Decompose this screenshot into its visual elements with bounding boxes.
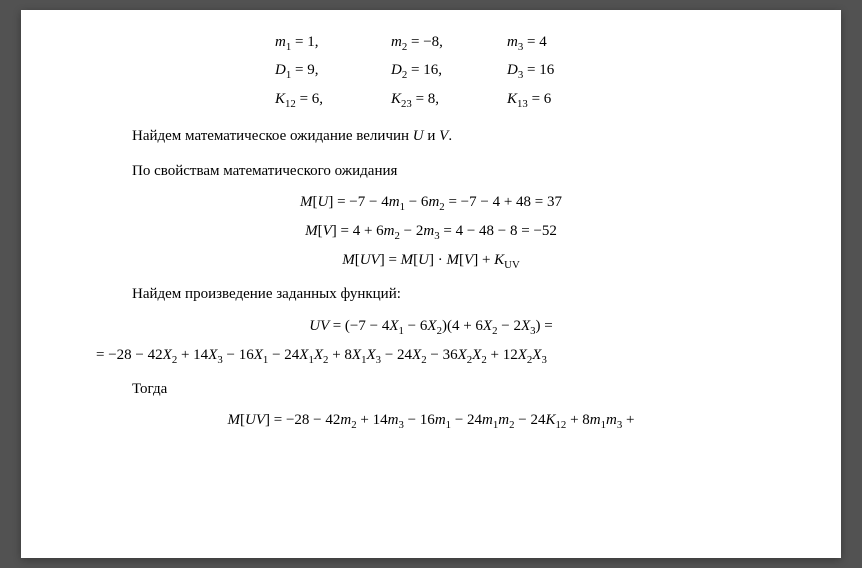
equation-muv: M[UV] = M[U] · M[V] + KUV bbox=[96, 252, 766, 271]
given-m2: m2 = −8, bbox=[391, 30, 471, 56]
givens-block: m1 = 1, m2 = −8, m3 = 4 D1 = 9, D2 = 16,… bbox=[96, 30, 766, 113]
givens-row-d: D1 = 9, D2 = 16, D3 = 16 bbox=[96, 58, 766, 84]
equation-mv: M[V] = 4 + 6m2 − 2m3 = 4 − 48 − 8 = −52 bbox=[96, 223, 766, 242]
equation-uv-line1: UV = (−7 − 4X1 − 6X2)(4 + 6X2 − 2X3) = bbox=[96, 318, 766, 337]
given-m3: m3 = 4 bbox=[507, 30, 587, 56]
given-d2: D2 = 16, bbox=[391, 58, 471, 84]
document-page: m1 = 1, m2 = −8, m3 = 4 D1 = 9, D2 = 16,… bbox=[21, 10, 841, 558]
given-d1: D1 = 9, bbox=[275, 58, 355, 84]
paragraph-2: По свойствам математического ожидания bbox=[96, 160, 766, 183]
given-k23: K23 = 8, bbox=[391, 87, 471, 113]
paragraph-4: Тогда bbox=[96, 378, 766, 401]
given-k12: K12 = 6, bbox=[275, 87, 355, 113]
given-d3: D3 = 16 bbox=[507, 58, 587, 84]
givens-row-m: m1 = 1, m2 = −8, m3 = 4 bbox=[96, 30, 766, 56]
givens-row-k: K12 = 6, K23 = 8, K13 = 6 bbox=[96, 87, 766, 113]
given-m1: m1 = 1, bbox=[275, 30, 355, 56]
equation-final-line1: M[UV] = −28 − 42m2 + 14m3 − 16m1 − 24m1m… bbox=[96, 412, 766, 431]
paragraph-3: Найдем произведение заданных функций: bbox=[96, 283, 766, 306]
equation-uv-line2: = −28 − 42X2 + 14X3 − 16X1 − 24X1X2 + 8X… bbox=[96, 347, 766, 366]
equation-mu: M[U] = −7 − 4m1 − 6m2 = −7 − 4 + 48 = 37 bbox=[96, 194, 766, 213]
given-k13: K13 = 6 bbox=[507, 87, 587, 113]
paragraph-1: Найдем математическое ожидание величин U… bbox=[96, 125, 766, 148]
